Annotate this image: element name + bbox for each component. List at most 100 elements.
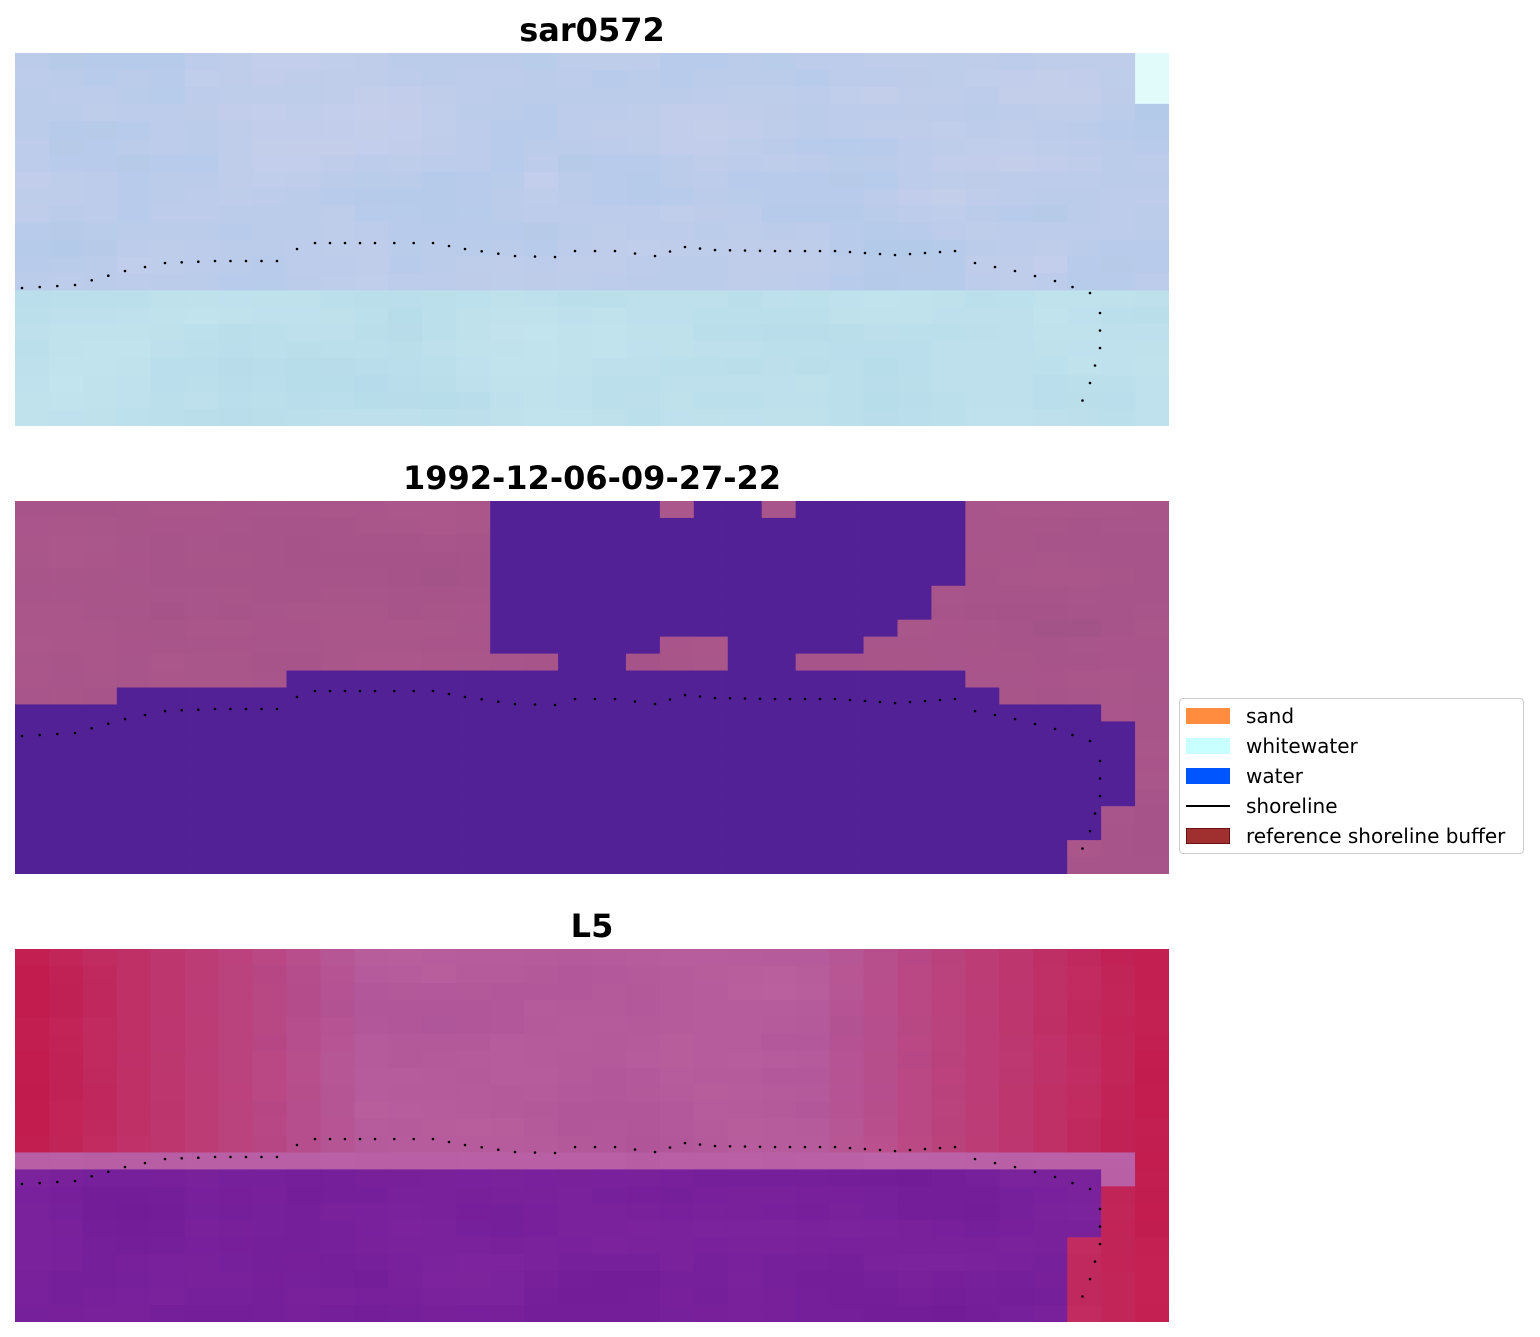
raster-cell xyxy=(150,857,186,874)
raster-cell xyxy=(15,949,50,967)
raster-cell xyxy=(388,704,423,722)
raster-cell xyxy=(931,772,966,790)
raster-cell xyxy=(422,501,457,519)
raster-cell xyxy=(897,171,933,190)
raster-cell xyxy=(388,1067,423,1086)
raster-cell xyxy=(558,517,593,536)
raster-cell xyxy=(524,256,559,274)
raster-cell xyxy=(558,154,593,173)
raster-cell xyxy=(116,585,152,604)
raster-cell xyxy=(558,205,593,224)
raster-cell xyxy=(218,1254,254,1272)
raster-cell xyxy=(252,772,288,790)
shoreline-point xyxy=(633,1148,637,1151)
raster-cell xyxy=(82,653,118,672)
raster-cell xyxy=(184,154,220,173)
raster-cell xyxy=(931,1271,966,1289)
raster-cell xyxy=(693,1084,729,1103)
raster-cell xyxy=(931,999,966,1018)
raster-cell xyxy=(184,120,220,139)
raster-cell xyxy=(388,341,423,359)
raster-cell xyxy=(897,1101,933,1120)
raster-cell xyxy=(490,721,525,739)
raster-cell xyxy=(1101,137,1136,156)
raster-cell xyxy=(252,687,288,706)
raster-cell xyxy=(184,1288,220,1306)
shoreline-point xyxy=(295,247,299,251)
raster-cell xyxy=(218,670,254,689)
raster-cell xyxy=(184,755,220,773)
raster-cell xyxy=(286,1237,322,1255)
raster-cell xyxy=(625,738,661,756)
raster-cell xyxy=(150,772,186,790)
raster-cell xyxy=(15,1135,50,1154)
raster-cell xyxy=(592,670,627,689)
raster-cell xyxy=(1101,1050,1136,1069)
raster-cell xyxy=(354,1118,389,1137)
raster-cell xyxy=(116,1016,152,1035)
raster-cell xyxy=(320,755,356,773)
shoreline-point xyxy=(908,700,912,704)
raster-cell xyxy=(795,1050,831,1069)
raster-cell xyxy=(897,999,933,1018)
raster-cell xyxy=(150,534,186,553)
raster-cell xyxy=(795,1305,831,1322)
raster-cell xyxy=(795,137,831,156)
shoreline-point xyxy=(848,1146,852,1150)
raster-cell xyxy=(184,982,220,1001)
raster-cell xyxy=(931,1203,966,1221)
raster-cell xyxy=(524,273,559,291)
raster-cell xyxy=(184,721,220,739)
raster-cell xyxy=(82,86,118,105)
raster-cell xyxy=(388,1305,423,1322)
raster-cell xyxy=(150,239,186,258)
raster-cell xyxy=(354,1237,389,1255)
raster-cell xyxy=(184,687,220,706)
raster-cell xyxy=(456,188,491,207)
raster-cell xyxy=(150,171,186,190)
raster-cell xyxy=(727,358,763,376)
raster-cell xyxy=(1101,1067,1136,1086)
raster-cell xyxy=(558,392,593,410)
raster-cell xyxy=(116,738,152,756)
raster-cell xyxy=(354,789,389,807)
raster-cell xyxy=(931,273,966,291)
raster-cell xyxy=(999,517,1034,536)
raster-cell xyxy=(897,358,933,376)
shoreline-point xyxy=(313,1137,317,1141)
raster-cell xyxy=(1101,1135,1136,1154)
shoreline-point xyxy=(773,249,777,253)
raster-cell xyxy=(524,772,559,790)
raster-cell xyxy=(659,392,695,410)
raster-cell xyxy=(48,534,84,553)
raster-cell xyxy=(1067,585,1102,604)
raster-cell xyxy=(999,653,1034,672)
raster-cell xyxy=(422,551,457,570)
raster-cell xyxy=(829,568,865,587)
raster-cell xyxy=(693,256,729,274)
raster-cell xyxy=(456,1084,491,1103)
raster-cell xyxy=(320,341,356,359)
raster-cell xyxy=(524,307,559,325)
raster-cell xyxy=(625,857,661,874)
raster-cell xyxy=(795,205,831,224)
raster-cell xyxy=(184,69,220,88)
raster-cell xyxy=(1067,392,1102,410)
raster-cell xyxy=(558,1118,593,1137)
raster-cell xyxy=(490,239,525,258)
raster-cell xyxy=(761,154,797,173)
raster-cell xyxy=(524,857,559,874)
raster-cell xyxy=(1101,358,1136,376)
raster-cell xyxy=(625,1220,661,1238)
raster-cell xyxy=(965,687,1000,706)
shoreline-point xyxy=(123,1165,127,1169)
raster-cell xyxy=(795,341,831,359)
raster-cell xyxy=(388,1101,423,1120)
raster-cell xyxy=(218,1203,254,1221)
shoreline-point xyxy=(573,1145,577,1149)
raster-cell xyxy=(116,222,152,241)
raster-cell xyxy=(184,1084,220,1103)
raster-cell xyxy=(727,840,763,858)
raster-cell xyxy=(558,755,593,773)
raster-cell xyxy=(388,823,423,841)
